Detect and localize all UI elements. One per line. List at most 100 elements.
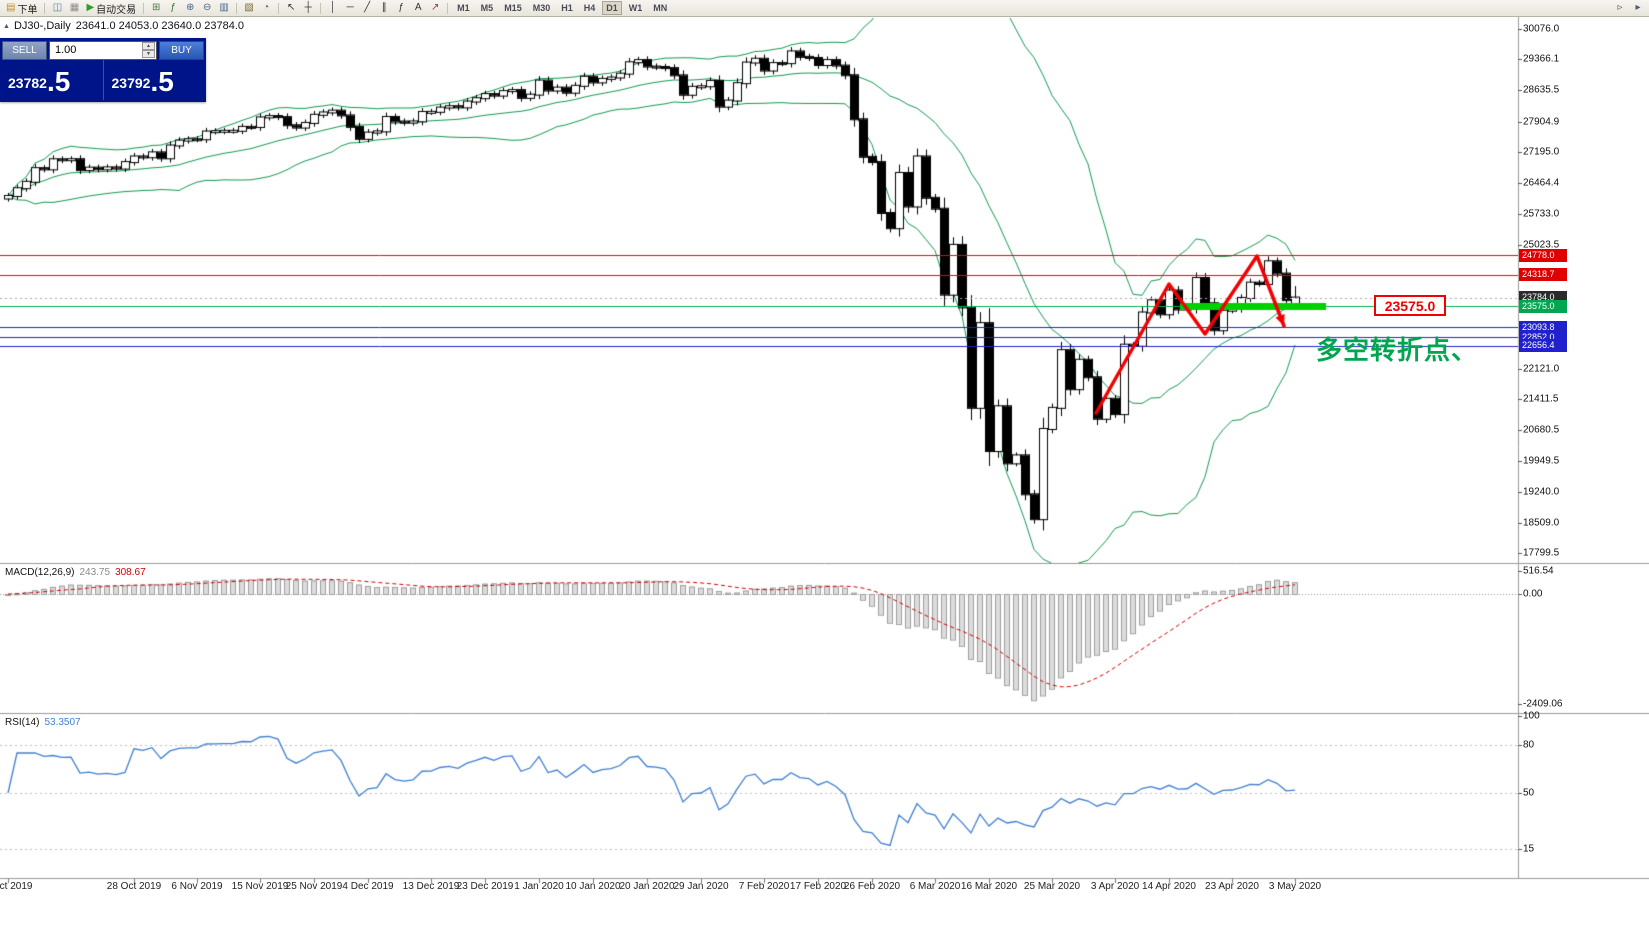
date-label: 20 Jan 2020	[619, 881, 675, 892]
toolbar-right-group: ▹ ▸	[1612, 1, 1646, 16]
date-label: 25 Nov 2019	[285, 881, 343, 892]
profile-button[interactable]: ▦	[66, 1, 82, 16]
price-tick: 22121.0	[1523, 363, 1560, 375]
timeframe-m30-button[interactable]: M30	[529, 1, 555, 15]
price-tick: 17799.5	[1523, 547, 1560, 559]
chart-shift-button[interactable]: ▹	[1612, 1, 1628, 16]
price-badge: 22656.4	[1519, 339, 1567, 353]
vertical-line-button[interactable]: │	[325, 1, 341, 16]
date-label: 15 Nov 2019	[231, 881, 289, 892]
auto-trading-icon: ▶	[86, 2, 95, 13]
annotation-note-text: 多空转折点、	[1316, 335, 1479, 365]
channel-icon: ∥	[381, 2, 387, 13]
toolbar-separator	[44, 2, 46, 14]
chart-window-button[interactable]: ◫	[49, 1, 65, 16]
rsi-indicator-label: RSI(14) 53.3507	[5, 717, 81, 728]
trendline-button[interactable]: ╱	[359, 1, 375, 16]
crosshair-icon: ┼	[304, 2, 312, 13]
new-chart-button[interactable]: ⊞	[148, 1, 164, 16]
volume-spinner: ▲ ▼	[142, 42, 155, 59]
rsi-axis-label: 50	[1523, 787, 1535, 799]
symbol-pin-icon: ▲	[3, 23, 10, 30]
date-label: 3 May 2020	[1268, 881, 1322, 892]
arrows-button[interactable]: ↗	[427, 1, 443, 16]
tile-windows-icon: ▥	[219, 2, 229, 13]
indicators-button[interactable]: ƒ	[165, 1, 181, 16]
date-label: 16 Mar 2020	[960, 881, 1018, 892]
sell-price-pip: .5	[46, 66, 71, 97]
date-label: 23 Apr 2020	[1205, 881, 1259, 892]
timeframe-m5-button[interactable]: M5	[477, 1, 498, 15]
rsi-axis-label: 15	[1523, 843, 1535, 855]
date-label: 6 Nov 2019	[171, 881, 223, 892]
period-button[interactable]: ◔	[258, 1, 274, 16]
date-label: 10 Jan 2020	[565, 881, 621, 892]
toolbar-separator	[447, 2, 449, 14]
channel-button[interactable]: ∥	[376, 1, 392, 16]
macd-main-value: 243.75	[79, 567, 111, 578]
timeframe-m15-button[interactable]: M15	[500, 1, 526, 15]
price-badge: 24318.7	[1519, 268, 1567, 282]
date-label: 25 Mar 2020	[1023, 881, 1081, 892]
arrows-icon: ↗	[430, 2, 440, 13]
chart-header: ▲ DJ30-,Daily 23641.0 24053.0 23640.0 2378…	[3, 20, 244, 32]
price-tick: 18509.0	[1523, 517, 1560, 529]
date-label: 14 Apr 2020	[1142, 881, 1196, 892]
macd-indicator-label: MACD(12,26,9) 243.75 308.67	[5, 567, 146, 578]
date-label: 8 Oct 2019	[0, 881, 33, 892]
ohlc-label: 23641.0 24053.0 23640.0 23784.0	[75, 20, 245, 32]
price-tick: 28635.5	[1523, 84, 1560, 96]
trendline-icon: ╱	[364, 2, 371, 13]
price-badge: 24778.0	[1519, 248, 1567, 262]
timeframe-h1-button[interactable]: H1	[557, 1, 577, 15]
volume-field[interactable]: 1.00 ▲ ▼	[49, 40, 157, 60]
vertical-line-icon: │	[330, 2, 337, 13]
macd-axis-label: 516.54	[1523, 565, 1554, 577]
auto-trading-button[interactable]: ▶ 自动交易	[83, 1, 139, 16]
horizontal-line-button[interactable]: ─	[342, 1, 358, 16]
auto-scroll-icon: ▸	[1635, 2, 1641, 13]
text-button[interactable]: A	[410, 1, 426, 16]
cursor-button[interactable]: ↖	[283, 1, 299, 16]
sell-price-main: 23782	[8, 75, 47, 91]
date-label: 29 Jan 2020	[673, 881, 729, 892]
rsi-value: 53.3507	[44, 717, 81, 728]
toolbar-separator	[236, 2, 238, 14]
timeframe-m1-button[interactable]: M1	[453, 1, 474, 15]
timeframe-d1-button[interactable]: D1	[602, 1, 622, 15]
tile-windows-button[interactable]: ▥	[216, 1, 232, 16]
macd-signal-value: 308.67	[115, 567, 146, 578]
toolbar-separator	[320, 2, 322, 14]
volume-down-button[interactable]: ▼	[142, 50, 155, 58]
macd-name: MACD(12,26,9)	[5, 567, 75, 578]
crosshair-button[interactable]: ┼	[300, 1, 316, 16]
buy-price[interactable]: 23792 .5	[102, 60, 207, 100]
horizontal-line-icon: ─	[346, 2, 354, 13]
templates-button[interactable]: ▧	[241, 1, 257, 16]
toolbar: ▤ 下单 ◫ ▦ ▶ 自动交易 ⊞ ƒ ⊕ ⊖ ▥ ▧ ◔ ↖ ┼ │ ─ ╱ ∥ ƒ A ↗ M1 M5 M15 M30 H1 H4…	[0, 0, 1649, 17]
zoom-in-icon: ⊕	[185, 2, 195, 13]
trade-prices-row: 23782 .5 23792 .5	[0, 60, 206, 100]
timeframe-mn-button[interactable]: MN	[649, 1, 671, 15]
trade-buttons-row: SELL 1.00 ▲ ▼ BUY	[0, 38, 206, 60]
date-label: 28 Oct 2019	[106, 881, 162, 892]
new-order-button[interactable]: ▤ 下单	[3, 1, 40, 16]
buy-button[interactable]: BUY	[159, 40, 204, 60]
sell-price[interactable]: 23782 .5	[0, 60, 103, 100]
auto-scroll-button[interactable]: ▸	[1630, 1, 1646, 16]
sell-button[interactable]: SELL	[2, 40, 47, 60]
volume-up-button[interactable]: ▲	[142, 42, 155, 50]
price-badge: 23093.8	[1519, 320, 1567, 334]
date-label: 7 Feb 2020	[738, 881, 790, 892]
zoom-in-button[interactable]: ⊕	[182, 1, 198, 16]
price-tick: 29366.1	[1523, 53, 1560, 65]
timeframe-h4-button[interactable]: H4	[580, 1, 600, 15]
date-label: 13 Dec 2019	[402, 881, 460, 892]
text-icon: A	[414, 2, 422, 13]
zoom-out-button[interactable]: ⊖	[199, 1, 215, 16]
price-tick: 25023.5	[1523, 239, 1560, 251]
timeframe-w1-button[interactable]: W1	[625, 1, 647, 15]
fibonacci-button[interactable]: ƒ	[393, 1, 409, 16]
zoom-out-icon: ⊖	[202, 2, 212, 13]
